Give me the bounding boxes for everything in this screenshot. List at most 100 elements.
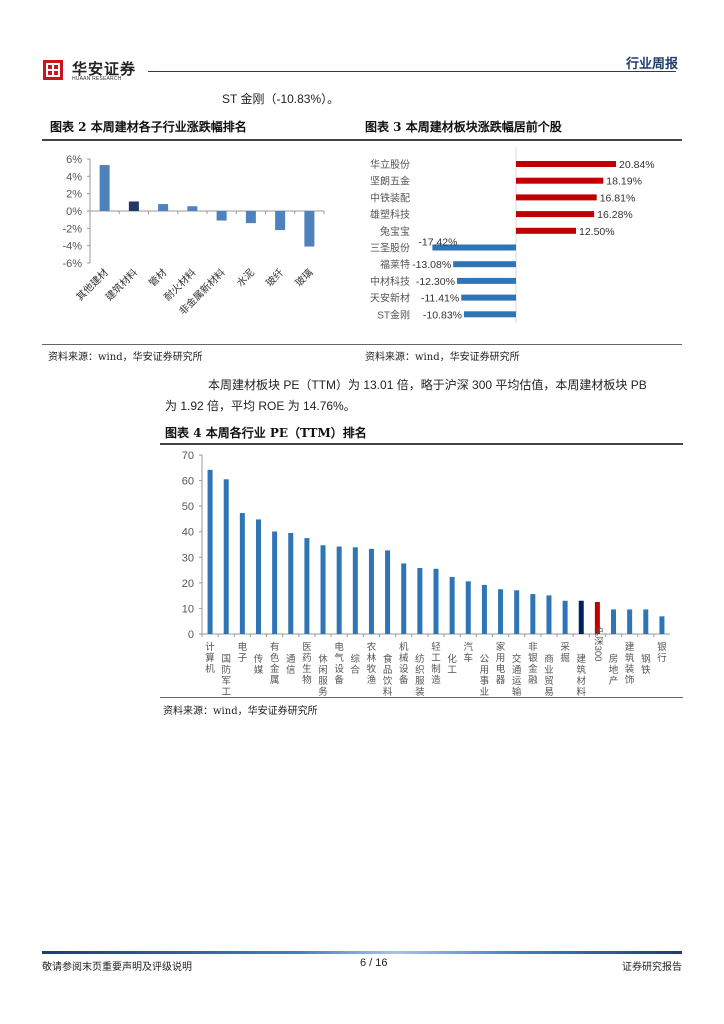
logo-text: 华安证券 [72, 60, 137, 78]
svg-text:银: 银 [657, 641, 667, 653]
svg-text:输: 输 [512, 686, 522, 696]
svg-text:中铁装配: 中铁装配 [370, 191, 410, 204]
svg-text:休: 休 [318, 653, 328, 665]
svg-text:贸: 贸 [544, 675, 554, 687]
svg-text:工: 工 [447, 665, 457, 676]
svg-text:-12.30%: -12.30% [416, 276, 455, 288]
svg-text:50: 50 [182, 501, 194, 513]
svg-text:易: 易 [544, 687, 554, 696]
svg-text:工: 工 [221, 687, 231, 696]
svg-text:建筑材料: 建筑材料 [103, 266, 140, 303]
svg-text:-10.83%: -10.83% [423, 309, 462, 321]
footer-divider [42, 951, 682, 954]
svg-text:用: 用 [496, 653, 506, 664]
figure-top-rule [42, 139, 682, 141]
svg-text:属: 属 [270, 675, 280, 686]
svg-text:电: 电 [496, 663, 506, 675]
svg-text:4%: 4% [66, 171, 82, 183]
svg-text:装: 装 [415, 686, 425, 696]
svg-text:30: 30 [182, 552, 194, 564]
svg-text:10: 10 [182, 603, 194, 615]
svg-text:器: 器 [496, 675, 506, 686]
svg-text:筑: 筑 [625, 652, 635, 664]
svg-text:交: 交 [512, 653, 522, 665]
svg-text:业: 业 [480, 687, 490, 696]
svg-text:通: 通 [286, 654, 296, 665]
svg-text:药: 药 [302, 653, 312, 664]
svg-text:装: 装 [625, 663, 635, 675]
fig2-source: 资料来源：wind，华安证券研究所 [48, 352, 203, 363]
logo-icon [43, 60, 63, 80]
svg-text:子: 子 [238, 653, 248, 664]
svg-text:沪深300: 沪深300 [592, 626, 604, 661]
svg-text:电: 电 [238, 641, 248, 653]
svg-text:20.84%: 20.84% [619, 159, 655, 171]
fig4-title: 图表 4 本周各行业 PE（TTM）排名 [165, 426, 367, 440]
svg-text:兔宝宝: 兔宝宝 [380, 225, 410, 238]
svg-text:20: 20 [182, 578, 194, 590]
svg-text:造: 造 [431, 674, 441, 686]
svg-text:60: 60 [182, 476, 194, 488]
svg-text:工: 工 [431, 653, 441, 664]
svg-text:渔: 渔 [367, 675, 377, 686]
svg-text:金: 金 [270, 663, 280, 675]
svg-text:用: 用 [480, 665, 490, 676]
svg-text:公: 公 [480, 654, 490, 665]
svg-text:铁: 铁 [641, 664, 651, 676]
svg-text:房: 房 [609, 653, 619, 665]
svg-text:闲: 闲 [318, 665, 328, 676]
svg-text:设: 设 [334, 664, 344, 675]
svg-text:林: 林 [367, 652, 377, 664]
paragraph-line-1: 本周建材板块 PE（TTM）为 13.01 倍，略于沪深 300 平均估值，本周… [208, 378, 647, 392]
report-type: 行业周报 [625, 57, 678, 72]
svg-text:生: 生 [302, 663, 312, 675]
svg-text:ST金刚: ST金刚 [377, 308, 410, 321]
svg-text:采: 采 [560, 642, 570, 653]
svg-text:16.81%: 16.81% [600, 192, 636, 204]
svg-text:机: 机 [205, 663, 215, 675]
svg-text:牧: 牧 [367, 663, 377, 675]
svg-text:玻纤: 玻纤 [263, 266, 286, 289]
svg-text:家: 家 [496, 641, 506, 653]
svg-text:料: 料 [383, 686, 393, 696]
fig3-title: 图表 3 本周建材板块涨跌幅居前个股 [365, 120, 562, 134]
svg-text:服: 服 [415, 676, 425, 687]
svg-text:物: 物 [302, 674, 312, 686]
svg-text:气: 气 [334, 652, 344, 664]
svg-text:饮: 饮 [383, 675, 393, 687]
svg-text:0%: 0% [66, 206, 82, 218]
svg-text:融: 融 [528, 675, 538, 686]
svg-text:服: 服 [318, 676, 328, 687]
svg-text:行: 行 [657, 652, 667, 664]
svg-text:16.28%: 16.28% [597, 209, 633, 221]
svg-text:饰: 饰 [625, 674, 635, 686]
svg-text:华立股份: 华立股份 [370, 158, 410, 171]
page-number: 6 / 16 [360, 957, 388, 969]
svg-text:食: 食 [383, 653, 393, 665]
svg-text:18.19%: 18.19% [606, 176, 642, 188]
svg-text:通: 通 [512, 665, 522, 676]
svg-text:建: 建 [625, 641, 635, 653]
svg-text:设: 设 [399, 664, 409, 675]
svg-text:有: 有 [270, 641, 280, 653]
svg-text:计: 计 [205, 641, 215, 653]
svg-text:-2%: -2% [62, 223, 82, 235]
svg-text:雄塑科技: 雄塑科技 [370, 208, 410, 221]
svg-text:车: 车 [464, 652, 474, 664]
intro-line: ST 金刚（-10.83%）。 [222, 92, 340, 106]
svg-text:品: 品 [383, 665, 393, 676]
svg-text:综: 综 [351, 653, 361, 665]
svg-text:电: 电 [334, 641, 344, 653]
paragraph-line-2: 为 1.92 倍，平均 ROE 为 14.76%。 [165, 399, 356, 413]
svg-text:-11.41%: -11.41% [421, 293, 459, 305]
svg-text:-6%: -6% [62, 258, 82, 270]
svg-text:械: 械 [399, 652, 409, 664]
svg-text:坚朗五金: 坚朗五金 [370, 175, 410, 188]
svg-text:化: 化 [447, 653, 457, 665]
svg-text:金: 金 [528, 663, 538, 675]
svg-text:管材: 管材 [146, 266, 169, 289]
svg-text:-13.08%: -13.08% [412, 259, 451, 271]
svg-text:汽: 汽 [464, 641, 474, 653]
footer-doc-type: 证券研究报告 [622, 962, 682, 973]
